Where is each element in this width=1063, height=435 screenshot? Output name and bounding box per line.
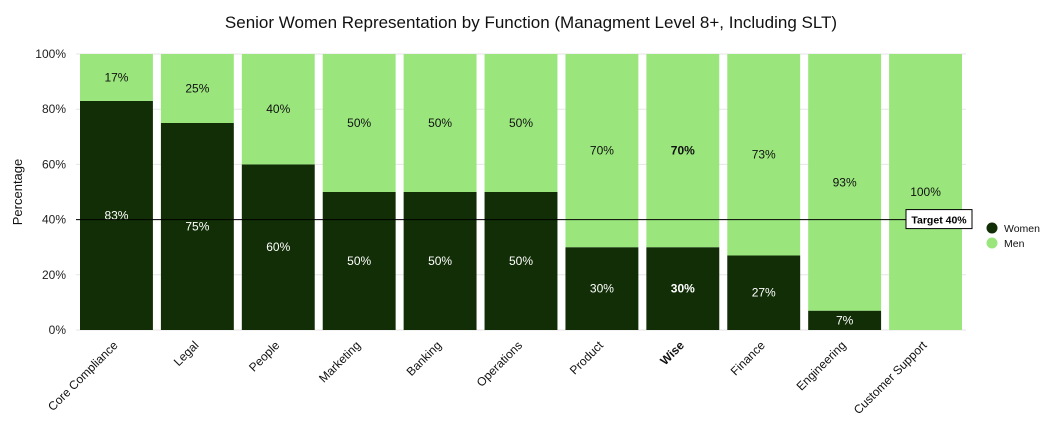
x-tick-label: Operations [474, 338, 525, 389]
bar-women [160, 123, 234, 330]
data-label-women: 50% [347, 254, 371, 268]
data-label-women: 7% [836, 313, 854, 327]
data-label-men: 25% [185, 82, 209, 96]
y-tick-label: 40% [42, 213, 66, 227]
x-tick-label: Product [567, 338, 607, 378]
data-label-men: 70% [671, 144, 695, 158]
x-tick-label: Core Compliance [45, 338, 121, 414]
bar-men [322, 54, 396, 192]
data-label-men: 17% [104, 70, 128, 84]
data-label-women: 50% [509, 254, 533, 268]
data-label-women: 60% [266, 240, 290, 254]
bar-women [241, 164, 315, 330]
x-tick-label: People [246, 338, 283, 375]
data-label-women: 27% [752, 286, 776, 300]
legend-marker-women [986, 222, 998, 234]
y-axis-ticks: 0% 20% 40% 60% 80% 100% [35, 47, 66, 337]
data-label-men: 93% [833, 175, 857, 189]
bar-women [403, 192, 477, 330]
data-label-women: 30% [671, 282, 695, 296]
data-label-women: 83% [104, 208, 128, 222]
data-label-men: 70% [590, 144, 614, 158]
bar-women [808, 310, 882, 330]
data-label-men: 73% [752, 148, 776, 162]
data-label-men: 50% [509, 116, 533, 130]
bar-women [322, 192, 396, 330]
x-tick-label: Marketing [316, 338, 363, 385]
legend-label-men: Men [1004, 238, 1025, 250]
target-line-group: Target 40% [76, 209, 973, 230]
x-tick-label: Wise [657, 338, 687, 368]
bar-men [889, 54, 962, 330]
bar-men [80, 54, 153, 101]
data-label-women: 50% [428, 254, 452, 268]
y-tick-label: 80% [42, 102, 66, 116]
bar-women [80, 100, 153, 330]
x-tick-label: Customer Support [851, 338, 930, 417]
bars: 83% 17% 75% 25% 60% 40% 50% 50% 50% 50% 50% 50% 30% 7… [80, 54, 962, 330]
data-label-men: 50% [428, 116, 452, 130]
y-axis-label: Percentage [10, 159, 25, 226]
y-tick-label: 100% [35, 47, 66, 61]
y-tick-label: 20% [42, 268, 66, 282]
bar-men [403, 54, 477, 192]
target-label: Target 40% [911, 215, 967, 227]
x-tick-label: Legal [171, 338, 202, 369]
x-tick-label: Finance [728, 338, 768, 378]
data-label-men: 100% [910, 185, 941, 199]
bar-women [727, 255, 801, 330]
bar-men [241, 54, 315, 165]
y-tick-label: 0% [49, 323, 67, 337]
y-tick-label: 60% [42, 157, 66, 171]
x-tick-label: Engineering [794, 338, 849, 393]
bar-women [484, 192, 558, 330]
x-axis-ticks: Core Compliance Legal People Marketing Banki… [45, 338, 930, 417]
bar-men [160, 54, 234, 123]
x-tick-label: Banking [404, 338, 445, 379]
bar-men [565, 54, 639, 248]
bar-men [727, 54, 801, 256]
legend-label-women: Women [1004, 223, 1040, 235]
data-label-men: 50% [347, 116, 371, 130]
legend: Women Men [986, 222, 1040, 250]
bar-men [484, 54, 558, 192]
data-label-women: 75% [185, 220, 209, 234]
bar-men [808, 54, 882, 311]
chart-title: Senior Women Representation by Function … [225, 13, 837, 32]
data-label-women: 30% [590, 282, 614, 296]
data-label-men: 40% [266, 102, 290, 116]
bar-women [646, 247, 720, 330]
bar-women [565, 247, 639, 330]
bar-men [646, 54, 720, 248]
target-label-box [905, 209, 973, 230]
legend-marker-men [986, 237, 998, 249]
